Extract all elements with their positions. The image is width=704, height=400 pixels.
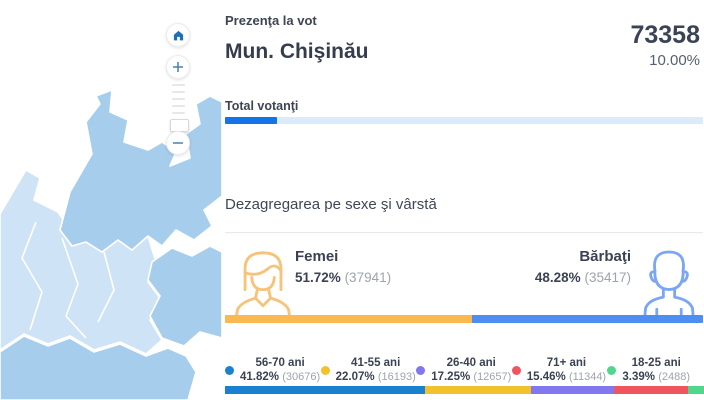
- panel-header-label: Prezenţa la vot: [225, 13, 317, 28]
- zoom-slider-handle[interactable]: [170, 119, 189, 132]
- age-percent: 41.82%: [240, 371, 280, 383]
- zoom-slider-track[interactable]: [166, 84, 190, 114]
- section-divider: [225, 232, 703, 233]
- slider-tick: [171, 105, 185, 107]
- age-legend-item: 41-55 ani 22.07% (16193): [320, 357, 417, 384]
- map[interactable]: [0, 0, 222, 400]
- map-region[interactable]: [147, 245, 222, 347]
- age-label: 56-70 ani: [255, 357, 305, 369]
- slider-tick: [171, 112, 185, 114]
- age-label: 41-55 ani: [351, 357, 401, 369]
- map-region[interactable]: [0, 335, 197, 400]
- slider-tick: [171, 98, 185, 100]
- gender-bar-male: [472, 315, 703, 323]
- zoom-out-button[interactable]: [166, 131, 190, 155]
- minus-icon: [173, 142, 183, 144]
- age-count: (2488): [658, 371, 690, 383]
- age-percent: 22.07%: [335, 371, 375, 383]
- gender-bar: [225, 315, 703, 323]
- age-legend-item: 26-40 ani 17.25% (12657): [416, 357, 512, 384]
- female-icon: [229, 246, 297, 322]
- progress-label: Total votanţi: [225, 99, 299, 113]
- total-votes-value: 73358: [630, 21, 700, 49]
- age-bar-segment: [531, 386, 614, 394]
- map-home-button[interactable]: [166, 23, 190, 47]
- age-label: 26-40 ani: [446, 357, 496, 369]
- turnout-percent-value: 10.00%: [649, 52, 700, 69]
- age-legend-item: 56-70 ani 41.82% (30676): [225, 357, 321, 384]
- age-bar-segment: [425, 386, 532, 394]
- plus-icon: [173, 62, 183, 72]
- male-icon: [638, 244, 700, 322]
- turnout-progress-track: [225, 117, 703, 124]
- slider-tick: [171, 84, 185, 86]
- age-percent: 15.46%: [526, 371, 566, 383]
- male-stats: Bărbaţi 48.28% (35417): [535, 248, 631, 285]
- gender-breakdown: Femei 51.72% (37941) Bărbaţi 48.28% (354…: [225, 240, 703, 323]
- male-count: (35417): [584, 270, 631, 285]
- age-legend-item: 71+ ani 15.46% (11344): [511, 357, 608, 384]
- age-legend-dot: [511, 366, 521, 375]
- age-bar: [225, 386, 704, 394]
- slider-tick: [171, 91, 185, 93]
- age-bar-segment: [613, 386, 688, 394]
- age-bar-segment: [687, 386, 704, 394]
- stats-panel: Prezenţa la vot Mun. Chişinău 73358 10.0…: [222, 0, 704, 400]
- female-count: (37941): [344, 270, 392, 285]
- age-legend-dot: [225, 366, 234, 375]
- region-title: Mun. Chişinău: [225, 40, 369, 63]
- turnout-summary: 73358 10.00%: [630, 21, 700, 70]
- age-legend-dot: [320, 366, 330, 375]
- age-count: (16193): [377, 371, 416, 383]
- female-stats: Femei 51.72% (37941): [295, 248, 391, 285]
- age-count: (30676): [282, 371, 321, 383]
- turnout-progress-fill: [225, 117, 277, 124]
- age-label: 18-25 ani: [631, 357, 681, 369]
- age-count: (11344): [569, 371, 607, 383]
- map-region[interactable]: [59, 89, 222, 253]
- gender-bar-female: [225, 315, 473, 323]
- age-legend-dot: [607, 366, 617, 375]
- map-boundary: [21, 221, 43, 331]
- map-boundary: [61, 237, 87, 339]
- map-controls: [0, 0, 222, 400]
- male-percent: 48.28%: [534, 270, 581, 285]
- age-percent: 3.39%: [622, 371, 655, 383]
- age-count: (12657): [473, 371, 512, 383]
- male-label: Bărbaţi: [579, 248, 631, 265]
- age-percent: 17.25%: [431, 371, 471, 383]
- age-legend: 56-70 ani 41.82% (30676) 41-55 ani 22.07…: [225, 357, 703, 384]
- age-legend-item: 18-25 ani 3.39% (2488): [607, 357, 703, 384]
- map-canvas[interactable]: [0, 0, 222, 400]
- zoom-in-button[interactable]: [166, 55, 190, 79]
- female-label: Femei: [295, 248, 339, 265]
- section-title: Dezagregarea pe sexe şi vârstă: [225, 196, 437, 213]
- age-label: 71+ ani: [546, 357, 587, 369]
- home-icon: [173, 30, 183, 40]
- age-bar-segment: [225, 386, 426, 394]
- map-boundary: [97, 251, 115, 323]
- age-legend-dot: [416, 366, 426, 375]
- female-percent: 51.72%: [295, 270, 341, 285]
